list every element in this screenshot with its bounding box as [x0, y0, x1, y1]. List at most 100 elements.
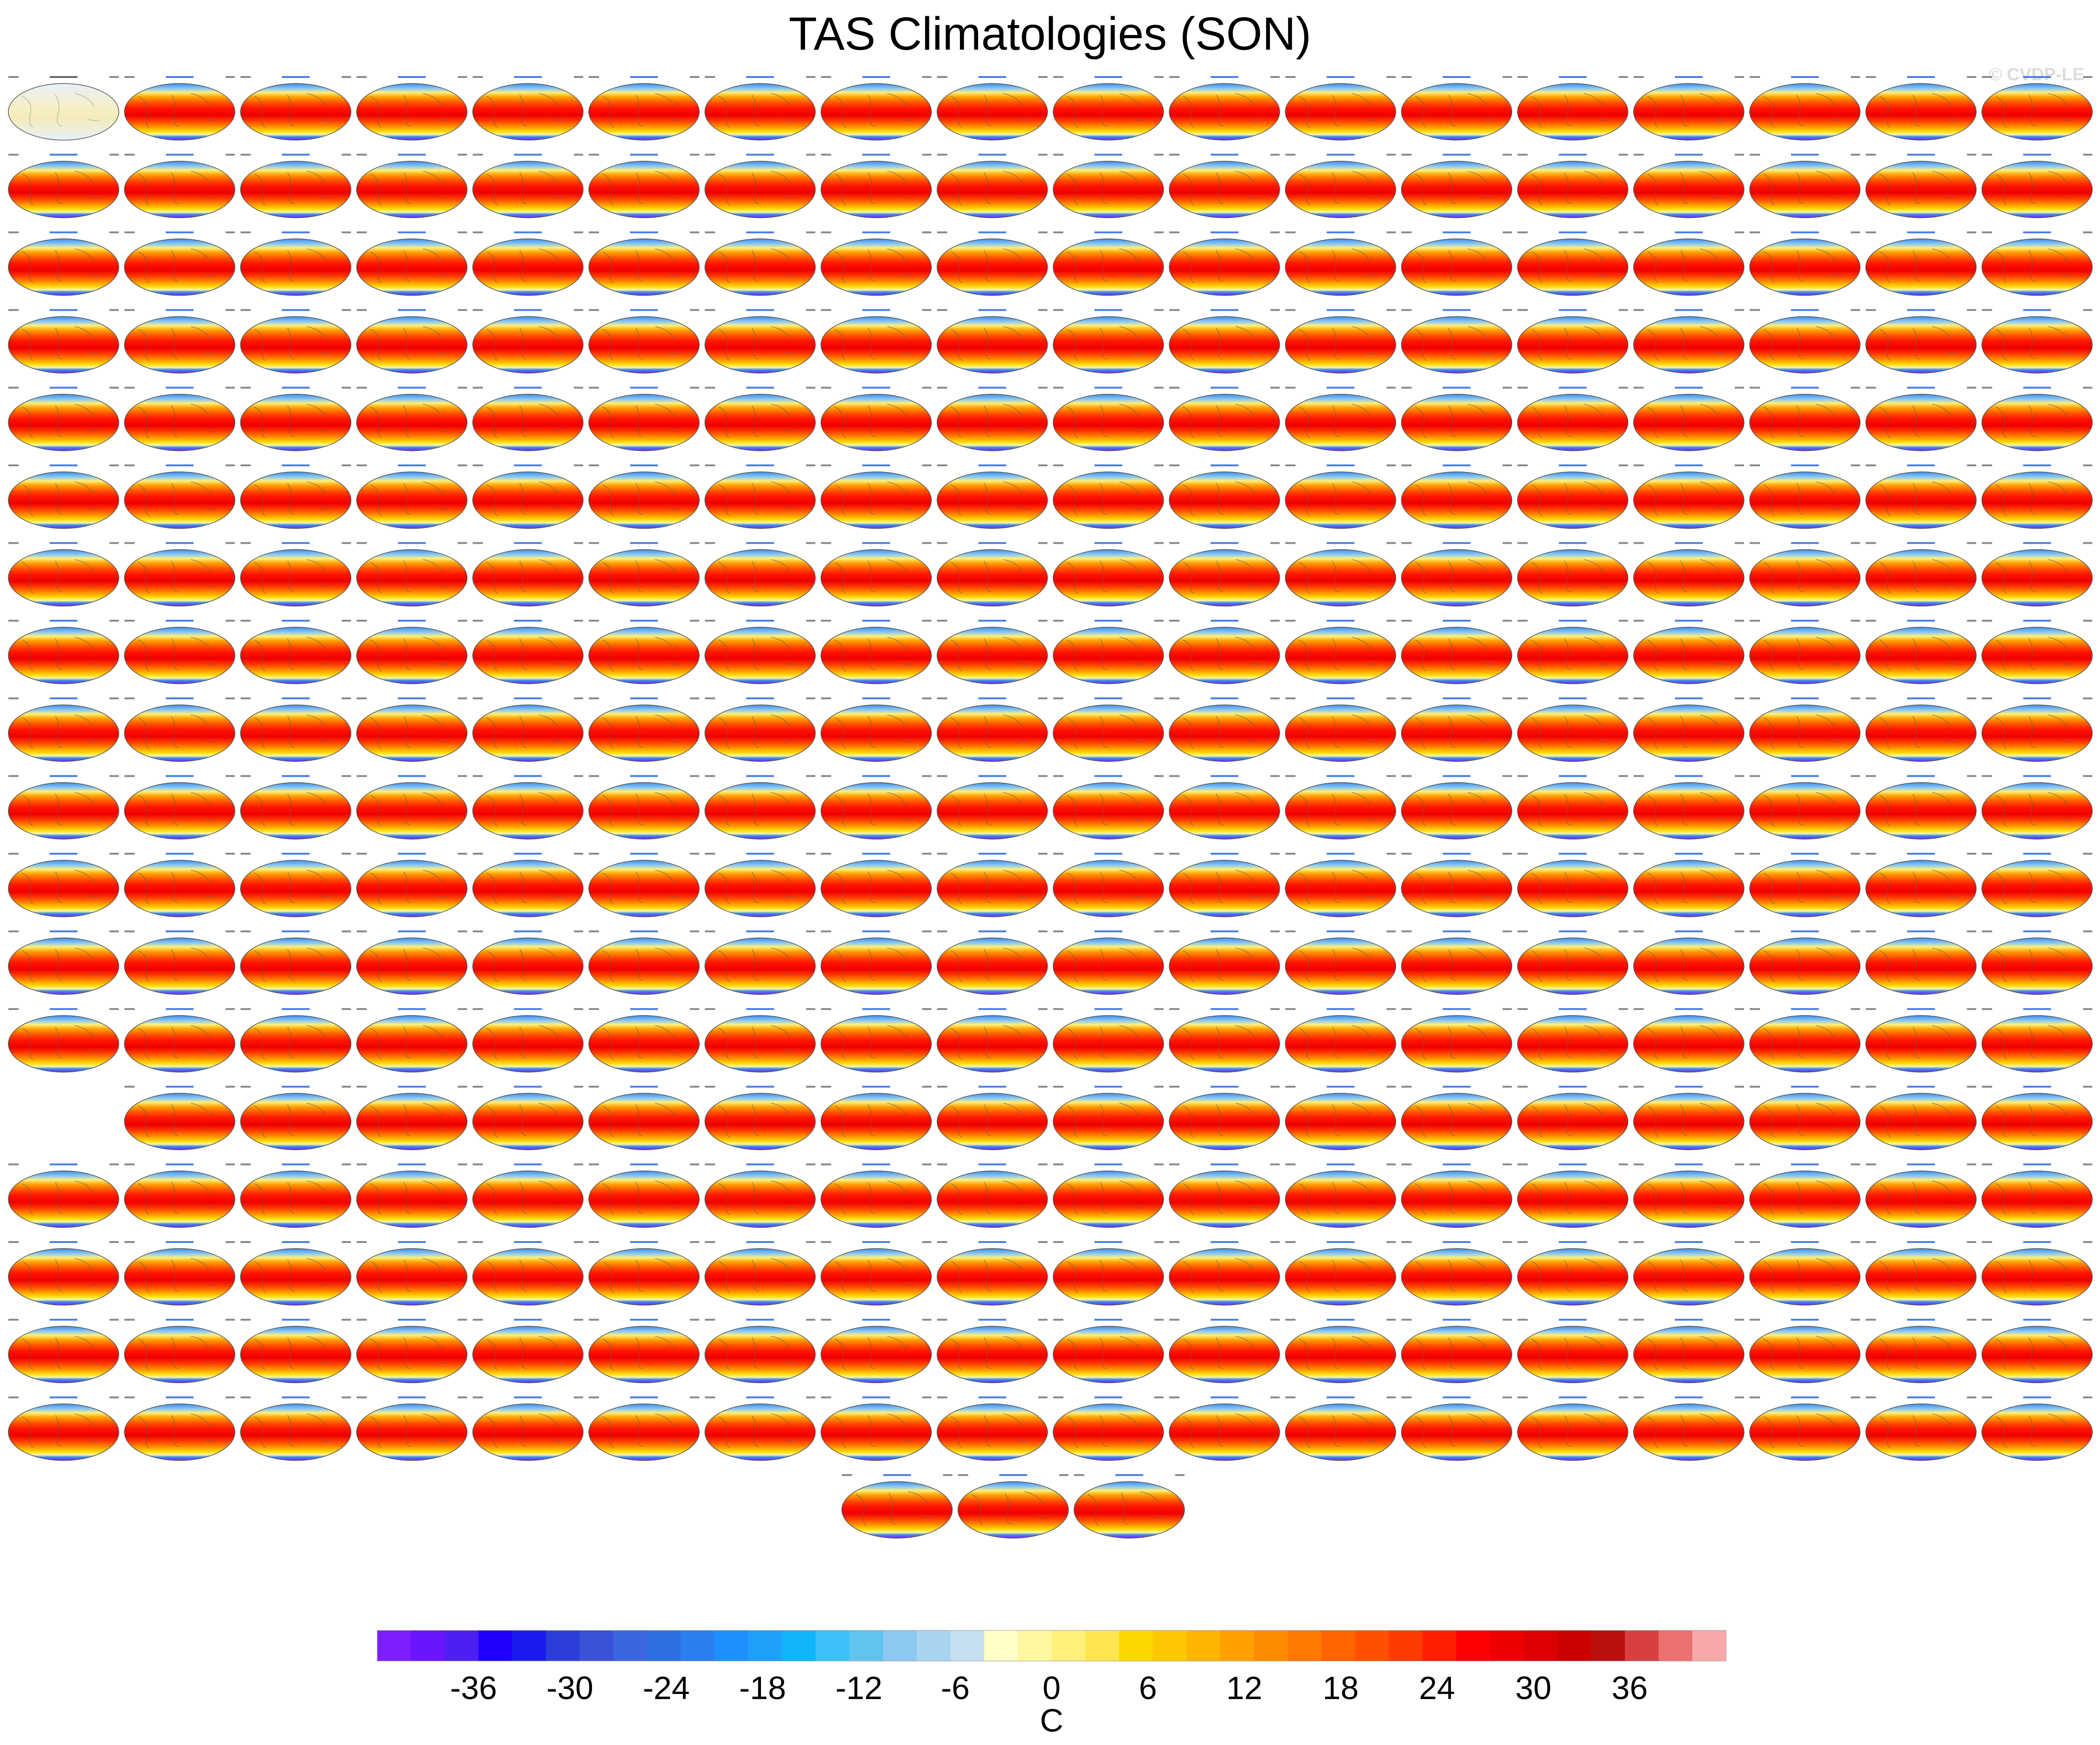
map-panel — [1865, 1241, 1977, 1306]
panel-header-left — [1285, 231, 1296, 233]
panel-header-center — [1907, 386, 1935, 389]
map-panel — [1981, 619, 2093, 684]
panel-header-right — [110, 853, 119, 855]
map-panel — [1169, 1319, 1280, 1384]
panel-header-left — [356, 386, 367, 389]
panel-header-left — [1169, 853, 1179, 855]
panel-header-center — [1559, 542, 1587, 544]
map-panel — [1749, 76, 1861, 141]
map-panel — [240, 697, 352, 762]
panel-header-right — [1038, 853, 1048, 855]
panel-header-center — [166, 1396, 194, 1398]
panel-header-right — [457, 1008, 467, 1010]
panel-header-right — [110, 76, 119, 78]
map-panel — [820, 619, 932, 684]
panel-header-left — [1633, 76, 1644, 78]
panel-header-right — [2083, 309, 2093, 311]
map-panel — [1401, 1163, 1513, 1228]
panel-header-left — [1982, 1008, 1992, 1010]
map-panel — [1169, 464, 1280, 529]
panel-header-left — [1750, 1086, 1760, 1088]
panel-header-right — [1967, 619, 1977, 622]
panel-header-left — [240, 542, 251, 544]
panel-header-left — [1633, 231, 1644, 233]
panel-header-right — [457, 1396, 467, 1398]
panel-header-left — [937, 775, 947, 777]
panel-header-center — [1791, 853, 1819, 855]
map-panel — [588, 464, 700, 529]
map-panel — [936, 464, 1048, 529]
map-panel — [1053, 775, 1164, 840]
panel-header-left — [1866, 1319, 1876, 1321]
map-panel — [124, 619, 235, 684]
panel-header-right — [1734, 1396, 1744, 1398]
map-panel — [1053, 697, 1164, 762]
panel-header-right — [573, 76, 583, 78]
panel-header-right — [1386, 1086, 1396, 1088]
panel-header-left — [1517, 1008, 1528, 1010]
map-panel — [1749, 1319, 1861, 1384]
panel-header-left — [124, 154, 135, 156]
map-panel — [1285, 386, 1396, 451]
panel-header-center — [1094, 1319, 1122, 1321]
panel-header-right — [2083, 386, 2093, 389]
panel-header-center — [2023, 1163, 2051, 1165]
panel-header-left — [1517, 386, 1528, 389]
panel-header-left — [1285, 309, 1296, 311]
panel-header-left — [958, 1474, 968, 1476]
panel-header-right — [1502, 1396, 1512, 1398]
panel-header-center — [166, 464, 194, 466]
panel-header-right — [1038, 1086, 1048, 1088]
panel-header-center — [2023, 231, 2051, 233]
panel-header-left — [1401, 386, 1412, 389]
panel-header-center — [746, 1086, 774, 1088]
panel-header-center — [1443, 697, 1471, 700]
panel-header-center — [398, 1319, 426, 1321]
panel-header-center — [514, 1319, 542, 1321]
panel-header-center — [1094, 231, 1122, 233]
panel-header-right — [225, 231, 235, 233]
map-panel — [1401, 1319, 1513, 1384]
panel-header-center — [166, 309, 194, 311]
panel-header-center — [398, 697, 426, 700]
panel-header-right — [1154, 1163, 1164, 1165]
map-panel — [1517, 619, 1629, 684]
panel-header-center — [1327, 154, 1355, 156]
panel-header-right — [1734, 619, 1744, 622]
panel-header-left — [1053, 1319, 1063, 1321]
panel-header-center — [999, 1474, 1027, 1476]
panel-header-center — [1907, 231, 1935, 233]
panel-header-center — [862, 542, 890, 544]
panel-header-left — [937, 231, 947, 233]
panel-header-left — [472, 231, 483, 233]
map-panel — [1517, 231, 1629, 296]
panel-header-left — [356, 309, 367, 311]
panel-header-left — [8, 1008, 19, 1010]
map-panel — [1285, 619, 1396, 684]
panel-header-left — [124, 1163, 135, 1165]
map-panel — [820, 542, 932, 607]
map-panel — [472, 930, 584, 995]
map-panel — [936, 853, 1048, 917]
map-panel — [1517, 853, 1629, 917]
panel-header-right — [1154, 464, 1164, 466]
panel-header-right — [1502, 697, 1512, 700]
panel-header-left — [821, 1008, 831, 1010]
panel-header-left — [821, 154, 831, 156]
panel-header-center — [1675, 930, 1703, 933]
panel-header-center — [862, 930, 890, 933]
panel-header-center — [1559, 76, 1587, 78]
panel-header-center — [1211, 1163, 1238, 1165]
map-panel — [588, 154, 700, 219]
map-panel — [8, 154, 119, 219]
panel-header-center — [978, 1241, 1006, 1243]
panel-header-right — [1851, 76, 1860, 78]
map-panel — [936, 154, 1048, 219]
panel-header-right — [2083, 76, 2093, 78]
panel-header-left — [240, 930, 251, 933]
panel-header-left — [1169, 464, 1179, 466]
panel-header-left — [1053, 1086, 1063, 1088]
panel-header-left — [1169, 697, 1179, 700]
map-panel — [1633, 1319, 1745, 1384]
panel-header-left — [1866, 1163, 1876, 1165]
